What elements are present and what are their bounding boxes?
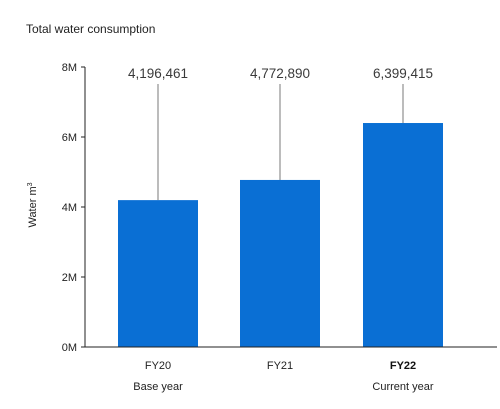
y-tick-label: 2M — [62, 272, 77, 284]
data-label: 4,772,890 — [250, 66, 310, 81]
bar-fy21 — [240, 179, 320, 347]
data-label-leaders — [157, 84, 404, 201]
x-tick-sublabel: Current year — [372, 381, 433, 393]
y-tick-label: 4M — [62, 202, 77, 214]
data-label: 6,399,415 — [373, 66, 433, 81]
y-tick-label: 0M — [62, 342, 77, 354]
data-label: 4,196,461 — [128, 66, 188, 81]
y-tick-label: 6M — [62, 132, 77, 144]
x-tick-label: FY22 — [390, 360, 416, 372]
y-axis-title: Water m3 — [27, 182, 39, 227]
bar-fy22 — [363, 123, 443, 347]
y-axis-ticks: 0M 2M 4M 6M 8M — [62, 62, 85, 354]
bars — [118, 123, 443, 347]
x-axis-labels: FY20 Base year FY21 FY22 Current year — [133, 360, 434, 393]
y-axis-title-text: Water m — [27, 186, 39, 227]
data-labels: 4,196,461 4,772,890 6,399,415 — [128, 66, 433, 81]
x-tick-sublabel: Base year — [133, 381, 183, 393]
x-tick-label: FY21 — [267, 360, 293, 372]
y-axis-title-superscript: 3 — [27, 182, 34, 186]
y-tick-label: 8M — [62, 62, 77, 74]
x-tick-label: FY20 — [145, 360, 171, 372]
chart-title: Total water consumption — [26, 22, 155, 36]
bar-fy20 — [118, 200, 198, 347]
